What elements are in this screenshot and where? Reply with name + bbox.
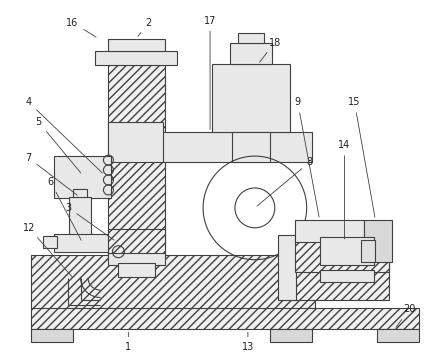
Bar <box>319 270 374 282</box>
Bar <box>118 263 155 276</box>
Bar <box>31 329 73 342</box>
Text: 9: 9 <box>295 97 319 217</box>
Bar <box>232 132 270 162</box>
Bar <box>109 122 163 162</box>
Bar <box>109 229 165 257</box>
Bar <box>295 220 365 242</box>
Bar <box>290 255 389 300</box>
Bar <box>361 240 375 262</box>
Bar <box>31 307 419 329</box>
Bar <box>162 132 312 162</box>
Text: 15: 15 <box>348 97 375 217</box>
Bar <box>109 39 165 50</box>
Text: 3: 3 <box>66 203 114 240</box>
Bar <box>109 66 165 255</box>
Text: 12: 12 <box>23 223 73 278</box>
Text: 5: 5 <box>35 117 81 173</box>
Bar <box>109 253 165 265</box>
Bar <box>238 32 264 42</box>
Text: 7: 7 <box>26 153 78 195</box>
Text: 18: 18 <box>260 37 281 62</box>
Bar <box>377 329 419 342</box>
Bar <box>270 329 312 342</box>
Text: 8: 8 <box>257 157 313 206</box>
Text: 2: 2 <box>138 18 152 36</box>
Bar <box>278 235 296 300</box>
Text: 16: 16 <box>66 18 96 37</box>
Bar <box>319 237 374 265</box>
Bar <box>69 197 90 247</box>
Text: 17: 17 <box>204 15 216 129</box>
Text: 13: 13 <box>242 332 254 352</box>
Bar <box>54 234 112 252</box>
Bar <box>31 255 315 310</box>
Text: 14: 14 <box>338 140 351 239</box>
Text: 20: 20 <box>396 305 416 327</box>
Bar <box>212 64 290 132</box>
Bar <box>365 220 392 262</box>
Bar <box>73 189 86 197</box>
Bar <box>54 156 112 198</box>
Bar <box>230 42 272 64</box>
Bar <box>43 236 57 248</box>
Text: 4: 4 <box>26 97 102 173</box>
Text: 6: 6 <box>47 177 81 240</box>
Bar <box>96 50 177 66</box>
Bar <box>295 234 389 272</box>
Text: 1: 1 <box>125 332 132 352</box>
